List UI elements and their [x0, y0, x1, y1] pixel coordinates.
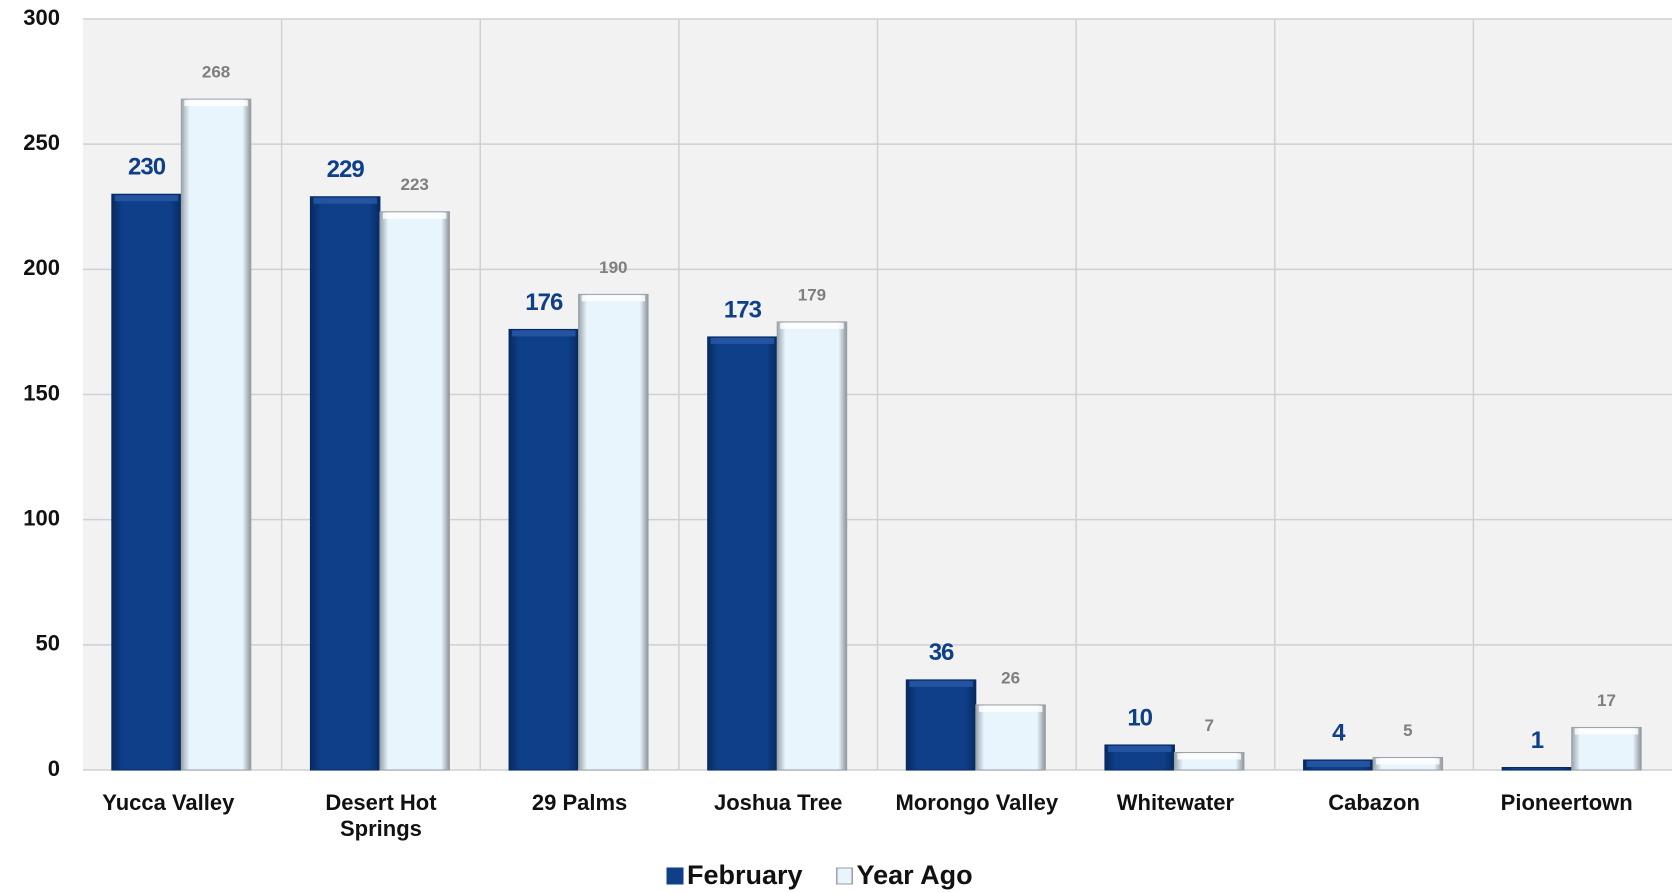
- x-tick-label: Pioneertown: [1500, 790, 1633, 815]
- data-label: 7: [1204, 716, 1213, 735]
- legend-label: Year Ago: [857, 860, 973, 890]
- x-tick-label: Whitewater: [1116, 790, 1235, 815]
- bar: [309, 196, 381, 771]
- y-tick-label: 150: [23, 380, 60, 405]
- bar-bevel: [909, 680, 973, 687]
- x-tick-label: Morongo Valley: [895, 790, 1059, 815]
- bar-bevel: [114, 195, 179, 202]
- bar: [111, 193, 182, 771]
- legend-swatch: [836, 867, 854, 885]
- bar-bevel: [1376, 758, 1440, 765]
- bar: [1571, 726, 1642, 771]
- bar-bevel: [1177, 753, 1241, 760]
- data-label: 173: [724, 296, 762, 323]
- y-tick-label: 50: [36, 631, 60, 656]
- data-label: 36: [929, 639, 954, 666]
- data-label: 230: [128, 154, 166, 181]
- data-label: 179: [798, 285, 826, 304]
- bar-bevel: [710, 337, 775, 344]
- data-label: 229: [327, 156, 365, 183]
- legend-swatch: [666, 867, 684, 885]
- bar: [707, 336, 778, 771]
- bar-bevel: [382, 212, 447, 219]
- bar-bevel: [780, 322, 844, 329]
- bar: [776, 321, 848, 771]
- bar: [180, 98, 252, 771]
- data-label: 10: [1127, 704, 1152, 731]
- x-tick-label: Joshua Tree: [713, 790, 843, 815]
- x-tick-label: Yucca Valley: [102, 790, 235, 815]
- bar: [975, 704, 1046, 771]
- y-tick-label: 250: [23, 130, 60, 155]
- bar-bevel: [1306, 760, 1371, 767]
- data-label: 4: [1332, 719, 1346, 746]
- y-tick-label: 100: [23, 505, 60, 530]
- bar-bevel: [313, 197, 377, 204]
- bar: [379, 211, 450, 771]
- y-tick-label: 0: [48, 756, 60, 781]
- bar: [508, 328, 580, 771]
- legend-label: February: [687, 860, 803, 890]
- bar: [578, 293, 649, 771]
- bar-bevel: [1574, 728, 1639, 735]
- y-tick-label: 300: [23, 5, 60, 30]
- data-label: 5: [1403, 721, 1412, 740]
- bar: [905, 679, 977, 771]
- x-tick-label: Desert Hot Springs: [325, 790, 437, 841]
- data-label: 190: [599, 258, 627, 277]
- bar-bevel: [978, 705, 1043, 712]
- data-label: 1: [1531, 727, 1544, 754]
- y-tick-label: 200: [23, 255, 60, 280]
- bar-bevel: [581, 295, 646, 302]
- data-label: 268: [202, 63, 230, 82]
- bar-bevel: [512, 330, 576, 337]
- bar-bevel: [184, 100, 248, 107]
- x-tick-label: 29 Palms: [531, 790, 628, 815]
- data-label: 223: [401, 175, 429, 194]
- bar: [1501, 766, 1573, 771]
- x-tick-label: Cabazon: [1328, 790, 1420, 815]
- bar-bevel: [1107, 745, 1172, 752]
- data-label: 26: [1001, 668, 1020, 687]
- data-label: 176: [525, 289, 563, 316]
- data-label: 17: [1597, 691, 1616, 710]
